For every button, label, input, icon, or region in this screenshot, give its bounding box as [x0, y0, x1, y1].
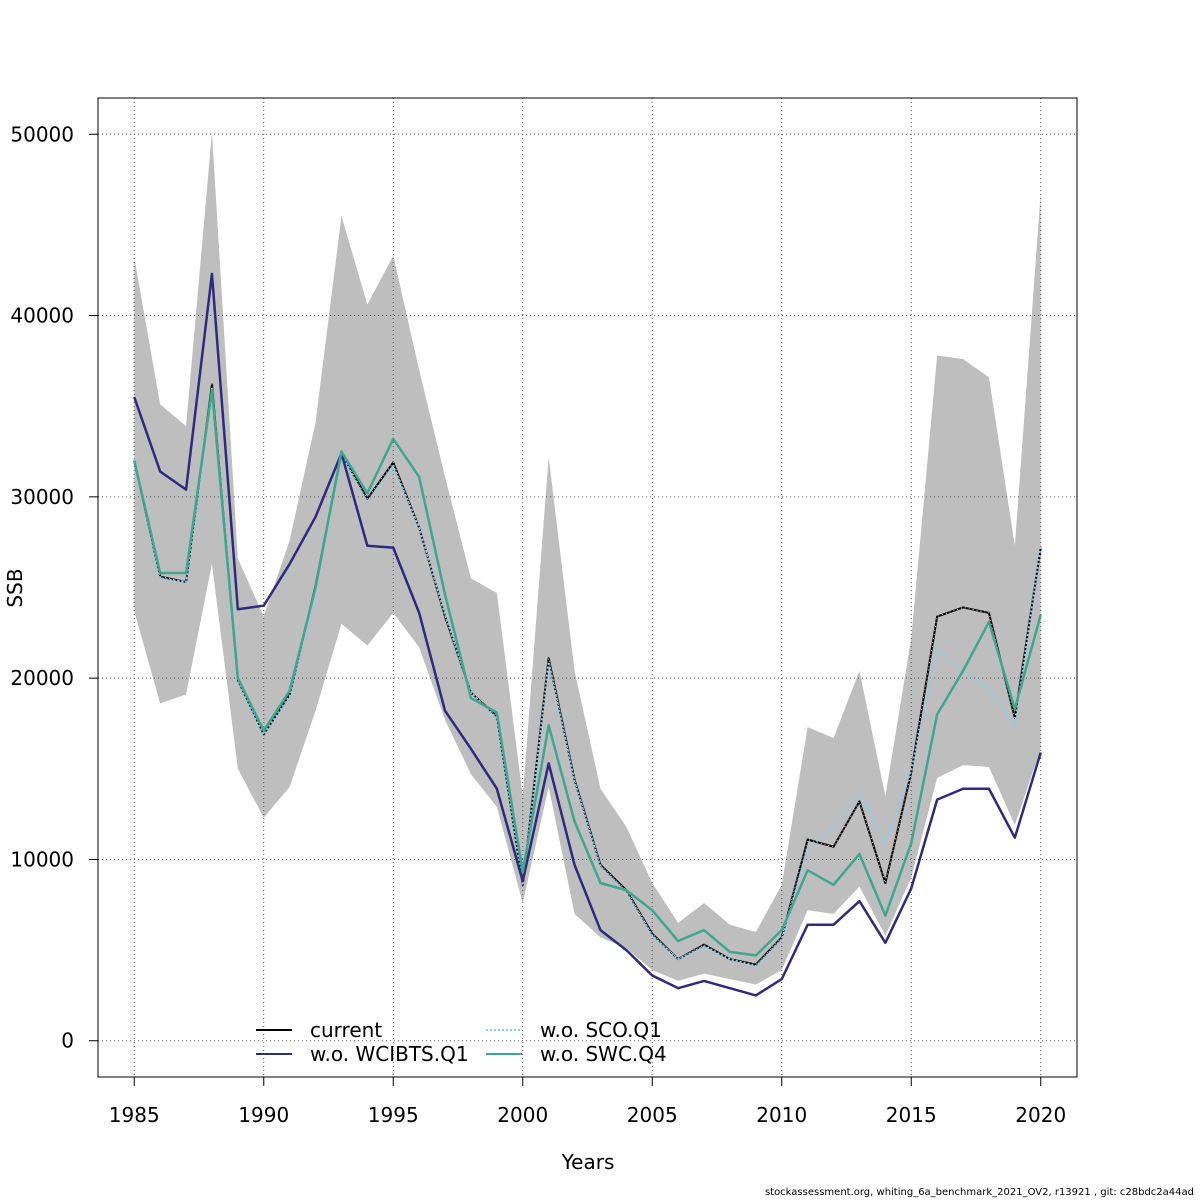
- confidence-band-area: [134, 132, 1041, 985]
- y-tick-label: 10000: [10, 847, 74, 871]
- x-tick-label: 2005: [627, 1103, 678, 1127]
- legend: current w.o. WCIBTS.Q1 w.o. SCO.Q1 w.o. …: [256, 1018, 667, 1066]
- series-line-w-o-wcibts-q1: [133, 272, 1042, 997]
- y-tick-label: 20000: [10, 666, 74, 690]
- series-line-w-o-swc-q4: [133, 388, 1042, 957]
- legend-label-wcibts: w.o. WCIBTS.Q1: [310, 1042, 469, 1066]
- y-tick-label: 40000: [10, 304, 74, 328]
- x-tick-label: 1990: [238, 1103, 289, 1127]
- footer-credit: stockassessment.org, whiting_6a_benchmar…: [764, 1187, 1194, 1198]
- x-tick-label: 1995: [368, 1103, 419, 1127]
- y-tick-label: 0: [61, 1029, 74, 1053]
- series-line-w-o-sco-q1: [133, 390, 1042, 968]
- x-tick-label: 2010: [756, 1103, 807, 1127]
- legend-label-current: current: [310, 1018, 382, 1042]
- legend-label-swc: w.o. SWC.Q4: [540, 1042, 667, 1066]
- y-axis: 0 10000 20000 30000 40000 50000: [10, 122, 98, 1053]
- x-tick-label: 2020: [1015, 1103, 1066, 1127]
- y-tick-label: 50000: [10, 122, 74, 146]
- series-lines: [133, 272, 1042, 997]
- confidence-band: [134, 132, 1041, 985]
- x-tick-label: 2015: [886, 1103, 937, 1127]
- x-tick-label: 2000: [497, 1103, 548, 1127]
- x-axis: 1985 1990 1995 2000 2005 2010 2015 2020: [109, 1077, 1066, 1127]
- x-tick-label: 1985: [109, 1103, 160, 1127]
- y-tick-label: 30000: [10, 485, 74, 509]
- y-axis-title: SSB: [3, 568, 27, 607]
- plot-frame: [97, 97, 1078, 1078]
- legend-label-sco: w.o. SCO.Q1: [540, 1018, 662, 1042]
- x-axis-title: Years: [561, 1150, 615, 1174]
